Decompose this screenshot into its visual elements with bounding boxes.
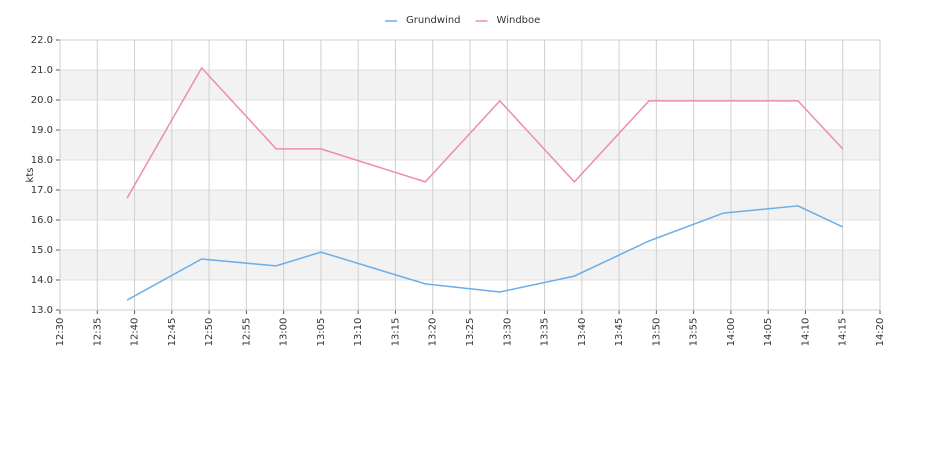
x-tick-label: 13:20 xyxy=(428,318,439,347)
y-tick-label: 21.0 xyxy=(31,65,53,76)
x-tick-label: 13:55 xyxy=(689,318,700,347)
series-line xyxy=(126,66,844,199)
x-tick-label: 12:30 xyxy=(55,318,66,347)
x-tick-label: 13:05 xyxy=(316,318,327,347)
x-tick-label: 13:35 xyxy=(540,318,551,347)
y-tick-label: 19.0 xyxy=(31,125,53,136)
x-tick-label: 13:25 xyxy=(465,318,476,347)
x-tick-label: 12:55 xyxy=(241,318,252,347)
y-tick-label: 13.0 xyxy=(31,305,53,316)
x-tick-label: 13:15 xyxy=(390,318,401,347)
y-axis-label: kts xyxy=(25,168,36,183)
x-tick-label: 13:50 xyxy=(651,318,662,347)
y-tick-label: 18.0 xyxy=(31,155,53,166)
y-tick-label: 22.0 xyxy=(31,35,53,46)
y-tick-label: 15.0 xyxy=(31,245,53,256)
legend-label: Windboe xyxy=(497,15,541,26)
x-tick-label: 13:10 xyxy=(353,318,364,347)
legend-label: Grundwind xyxy=(406,15,461,26)
x-tick-label: 14:15 xyxy=(838,318,849,347)
y-tick-label: 17.0 xyxy=(31,185,53,196)
x-tick-label: 14:10 xyxy=(800,318,811,347)
y-tick-label: 16.0 xyxy=(31,215,53,226)
x-tick-label: 13:45 xyxy=(614,318,625,347)
plot-frame xyxy=(59,39,881,311)
x-tick-label: 14:20 xyxy=(875,318,886,347)
series-line xyxy=(126,205,844,301)
x-tick-label: 13:40 xyxy=(577,318,588,347)
x-tick-label: 13:30 xyxy=(502,318,513,347)
x-tick-label: 12:45 xyxy=(167,318,178,347)
y-tick-label: 20.0 xyxy=(31,95,53,106)
x-tick-label: 14:00 xyxy=(726,318,737,347)
y-tick-label: 14.0 xyxy=(31,275,53,286)
x-tick-label: 13:00 xyxy=(279,318,290,347)
x-tick-label: 14:05 xyxy=(763,318,774,347)
x-tick-label: 12:40 xyxy=(130,318,141,347)
x-tick-label: 12:50 xyxy=(204,318,215,347)
x-tick-label: 12:35 xyxy=(92,318,103,347)
